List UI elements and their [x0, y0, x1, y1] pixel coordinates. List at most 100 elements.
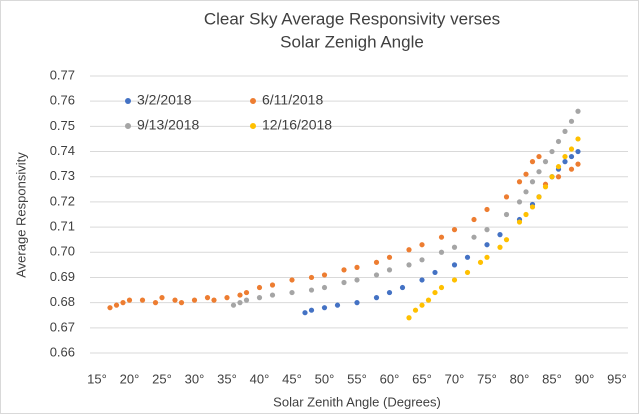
data-point [113, 302, 120, 308]
data-point [549, 174, 555, 180]
data-point [568, 166, 575, 172]
data-point [334, 302, 341, 308]
data-point [471, 234, 477, 240]
data-point [562, 128, 568, 134]
data-point [126, 297, 133, 303]
data-point [243, 289, 250, 296]
y-tick-label: 0.70 [50, 244, 75, 259]
x-tick-label: 25° [152, 371, 172, 386]
data-point [484, 206, 490, 213]
data-point [425, 297, 432, 303]
x-tick-label: 30° [185, 371, 205, 386]
data-point [321, 305, 328, 311]
x-tick-label: 85° [542, 371, 562, 386]
data-point [302, 310, 308, 316]
data-point [308, 307, 315, 313]
data-point [321, 284, 328, 291]
data-point [419, 257, 425, 263]
data-point [529, 159, 536, 165]
data-point [503, 211, 510, 218]
data-point [575, 161, 581, 167]
y-tick-label: 0.75 [50, 118, 75, 133]
chart-title: Clear Sky Average Responsivity verses [204, 9, 500, 28]
data-point [373, 259, 380, 265]
data-point [419, 277, 425, 283]
data-point [451, 227, 458, 233]
data-point [555, 138, 562, 145]
x-tick-label: 90° [575, 371, 595, 386]
x-tick-label: 60° [380, 371, 400, 386]
data-point [464, 254, 471, 260]
data-point [497, 232, 503, 238]
data-point [341, 279, 347, 286]
y-tick-label: 0.67 [50, 319, 75, 334]
data-point [568, 118, 575, 124]
data-point [555, 164, 562, 170]
y-tick-label: 0.71 [50, 219, 75, 234]
x-tick-label: 75° [477, 371, 497, 386]
data-point [529, 179, 536, 185]
data-point [412, 307, 419, 313]
y-tick-label: 0.68 [50, 294, 75, 309]
data-point [451, 277, 458, 283]
x-tick-label: 50° [315, 371, 335, 386]
data-point [289, 277, 295, 283]
data-point [230, 302, 237, 308]
data-point [386, 267, 393, 273]
data-point [172, 297, 178, 303]
x-tick-label: 80° [510, 371, 530, 386]
data-point [256, 295, 263, 301]
data-point [484, 254, 490, 260]
x-tick-label: 70° [445, 371, 465, 386]
data-point [497, 244, 503, 250]
data-point [354, 264, 360, 270]
data-point [308, 287, 315, 293]
data-point [471, 216, 477, 223]
data-point [354, 300, 360, 306]
data-point [269, 282, 276, 288]
data-point [386, 254, 393, 260]
legend-label: 3/2/2018 [137, 92, 192, 108]
data-point [269, 292, 276, 298]
data-point [542, 159, 549, 165]
data-point [516, 179, 523, 185]
data-point [237, 300, 243, 306]
data-point [432, 289, 438, 296]
data-point [549, 148, 555, 155]
data-point [289, 289, 295, 296]
data-point [484, 227, 490, 233]
data-point [237, 292, 243, 298]
legend-label: 6/11/2018 [262, 92, 323, 108]
data-point [529, 204, 536, 210]
y-tick-label: 0.74 [50, 143, 75, 158]
data-point [575, 108, 581, 114]
data-point [399, 284, 406, 291]
data-point [341, 267, 347, 273]
data-point [464, 269, 471, 276]
data-point [191, 297, 198, 303]
data-point [536, 194, 542, 200]
data-point [438, 249, 445, 255]
data-point [536, 153, 542, 160]
x-tick-label: 40° [250, 371, 270, 386]
x-axis-label: Solar Zenith Angle (Degrees) [273, 394, 441, 409]
y-tick-label: 0.66 [50, 344, 75, 359]
data-point [178, 300, 185, 306]
legend-marker [125, 123, 131, 129]
data-point [406, 247, 412, 253]
data-point [555, 174, 562, 180]
x-tick-label: 15° [87, 371, 107, 386]
data-point [243, 297, 250, 303]
data-point [354, 277, 360, 283]
y-tick-label: 0.69 [50, 269, 75, 284]
data-point [139, 297, 146, 303]
data-point [484, 242, 490, 248]
data-point [477, 259, 484, 265]
data-point [107, 305, 113, 311]
data-point [438, 234, 445, 240]
data-point [120, 300, 126, 306]
legend-label: 9/13/2018 [137, 117, 199, 133]
data-point [419, 302, 425, 308]
